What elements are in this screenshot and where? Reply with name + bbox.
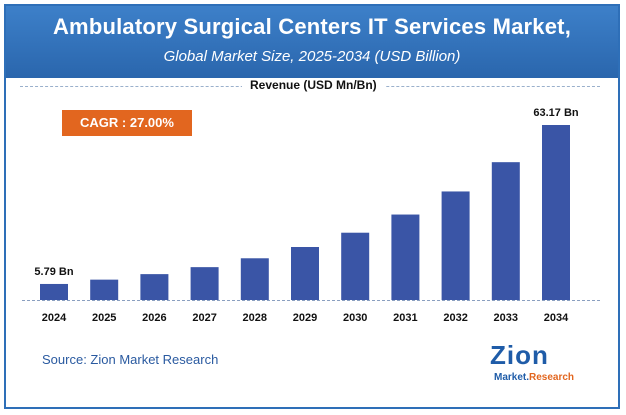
- bar-2034: [542, 125, 570, 300]
- source-note: Source: Zion Market Research: [42, 352, 219, 367]
- bar-2032: [441, 191, 470, 300]
- x-tick-label: 2024: [42, 312, 67, 324]
- x-tick-label: 2028: [243, 312, 267, 324]
- data-label-last: 63.17 Bn: [533, 107, 579, 119]
- x-tick-label: 2026: [142, 312, 166, 324]
- x-tick-label: 2032: [443, 312, 467, 324]
- logo-sub-accent: Research: [529, 372, 575, 383]
- logo-subtitle: Market.Research: [494, 372, 574, 383]
- x-tick-label: 2027: [192, 312, 216, 324]
- bar-2024: [40, 283, 68, 300]
- chart-subtitle: Global Market Size, 2025-2034 (USD Billi…: [163, 48, 461, 65]
- x-tick-label: 2033: [494, 312, 518, 324]
- chart-header: Ambulatory Surgical Centers IT Services …: [6, 6, 618, 78]
- logo-wordmark: Zion: [490, 340, 549, 370]
- logo-sub-prefix: Market.: [494, 372, 530, 383]
- legend-label: Revenue (USD Mn/Bn): [242, 78, 385, 92]
- bar-2031: [391, 214, 420, 300]
- x-tick-label: 2025: [92, 312, 116, 324]
- zion-logo: Zion Market.Research: [490, 340, 585, 392]
- legend: Revenue (USD Mn/Bn): [20, 78, 600, 94]
- x-tick-label: 2034: [544, 312, 569, 324]
- cagr-badge: CAGR : 27.00%: [62, 110, 192, 136]
- x-tick-label: 2030: [343, 312, 367, 324]
- x-tick-label: 2029: [293, 312, 317, 324]
- bar-2029: [291, 247, 319, 300]
- bar-2030: [341, 232, 370, 300]
- data-label-first: 5.79 Bn: [34, 266, 73, 278]
- bar-2033: [491, 162, 520, 300]
- x-tick-label: 2031: [393, 312, 417, 324]
- bar-2026: [140, 274, 169, 300]
- bar-2025: [90, 279, 119, 300]
- bar-2028: [240, 258, 269, 300]
- chart-title: Ambulatory Surgical Centers IT Services …: [52, 14, 572, 39]
- bar-2027: [190, 267, 219, 300]
